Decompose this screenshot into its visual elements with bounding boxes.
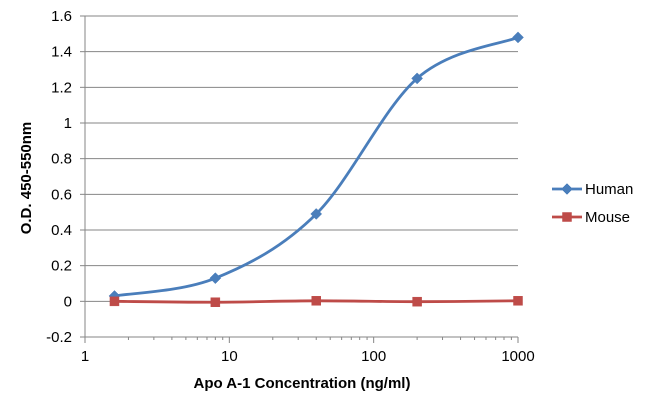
y-tick-label: 0.8 bbox=[51, 151, 72, 168]
series-human bbox=[108, 31, 524, 302]
data-point-human bbox=[209, 272, 222, 285]
legend-item-mouse: Mouse bbox=[552, 209, 630, 226]
data-point-mouse bbox=[513, 296, 523, 306]
x-tick-label: 10 bbox=[221, 348, 238, 365]
data-point-mouse bbox=[109, 296, 120, 307]
y-tick-labels: -0.2 0 0.2 0.4 0.6 0.8 1 1.2 1.4 1.6 bbox=[46, 8, 72, 346]
legend: Human Mouse bbox=[552, 181, 633, 226]
y-tick-label: 0.2 bbox=[51, 258, 72, 275]
x-tick-label: 100 bbox=[361, 348, 386, 365]
legend-label-mouse: Mouse bbox=[585, 209, 630, 226]
y-tick-label: 1 bbox=[64, 115, 72, 132]
y-tick-label: 0.6 bbox=[51, 186, 72, 203]
legend-label-human: Human bbox=[585, 181, 633, 198]
data-point-human bbox=[512, 31, 524, 44]
y-tick-label: 1.4 bbox=[51, 44, 72, 61]
axes bbox=[80, 15, 519, 343]
y-axis-title: O.D. 450-550nm bbox=[18, 122, 35, 235]
y-tick-label: 1.6 bbox=[51, 8, 72, 25]
y-tick-label: 0.4 bbox=[51, 222, 72, 239]
x-tick-label: 1000 bbox=[501, 348, 534, 365]
x-tick-label: 1 bbox=[81, 348, 89, 365]
series-group bbox=[108, 31, 524, 307]
data-point-mouse bbox=[311, 296, 321, 306]
y-tick-label: -0.2 bbox=[46, 329, 72, 346]
gridlines bbox=[85, 15, 518, 338]
y-tick-label: 0 bbox=[64, 293, 72, 310]
data-point-mouse bbox=[210, 297, 221, 307]
legend-marker-human bbox=[561, 183, 573, 195]
legend-marker-mouse bbox=[562, 212, 572, 222]
x-axis-title: Apo A-1 Concentration (ng/ml) bbox=[194, 375, 411, 392]
series-line-human bbox=[114, 36, 519, 298]
data-point-mouse bbox=[412, 296, 422, 307]
series-mouse bbox=[109, 296, 523, 307]
x-tick-labels: 1 10 100 1000 bbox=[81, 348, 535, 365]
data-point-human bbox=[411, 72, 423, 85]
data-point-human bbox=[310, 208, 323, 220]
y-tick-label: 1.2 bbox=[51, 79, 72, 96]
legend-item-human: Human bbox=[552, 181, 633, 198]
